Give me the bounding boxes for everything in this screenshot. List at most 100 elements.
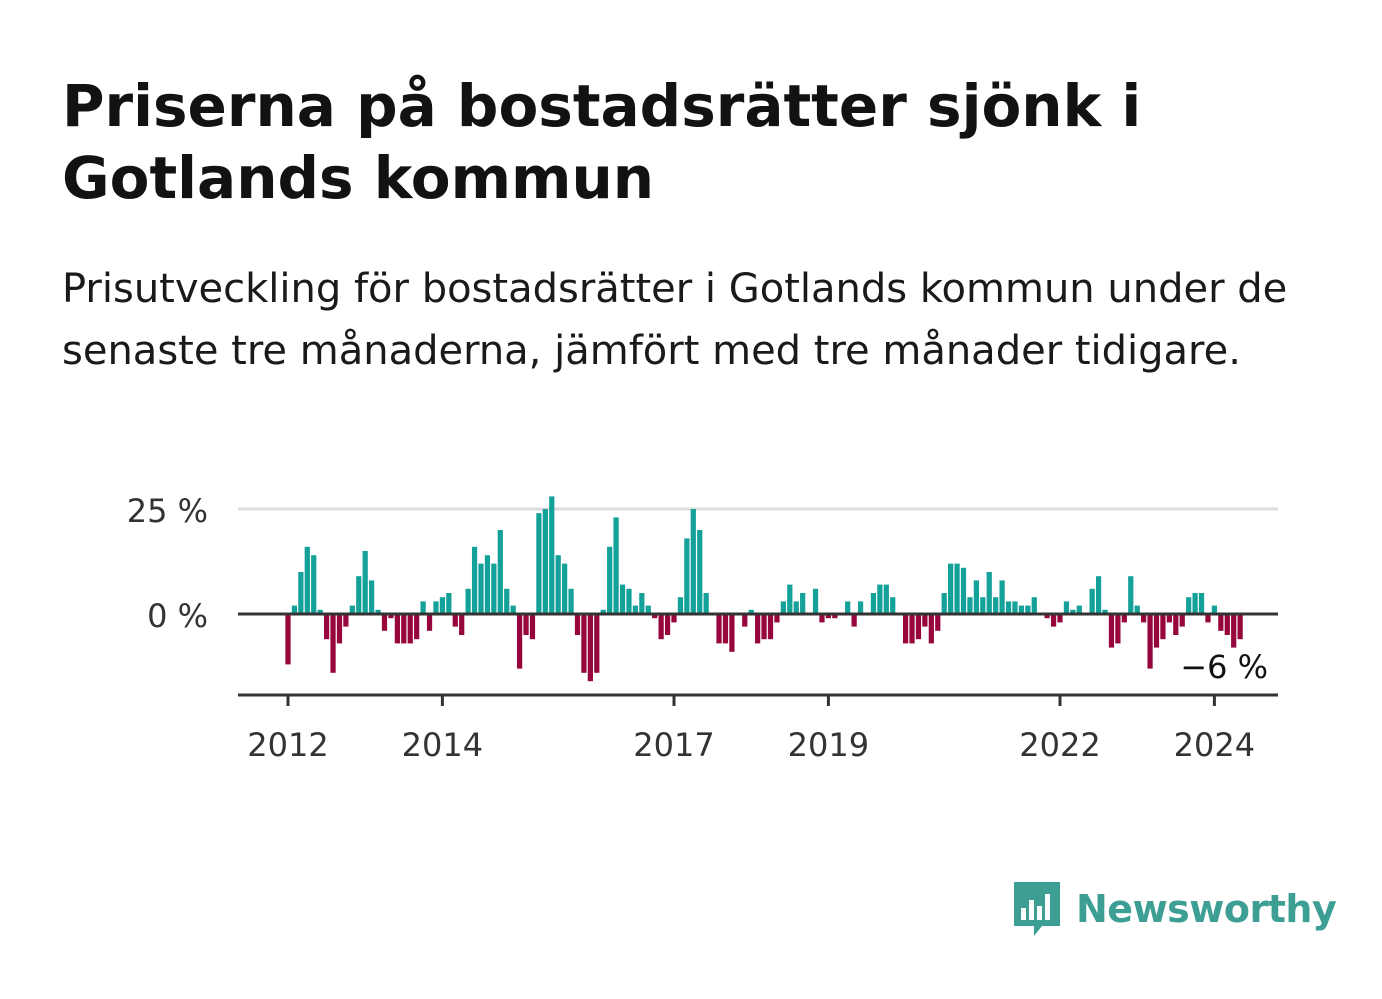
bar bbox=[787, 584, 793, 614]
bar bbox=[619, 584, 626, 614]
bar bbox=[600, 609, 606, 614]
bar bbox=[1115, 614, 1121, 644]
page-subtitle: Prisutveckling för bostadsrätter i Gotla… bbox=[62, 266, 1288, 374]
bar bbox=[1166, 614, 1172, 623]
bar bbox=[349, 605, 355, 614]
bar bbox=[857, 601, 864, 614]
bar bbox=[529, 614, 536, 640]
bar bbox=[1031, 597, 1037, 614]
x-tick-label: 2017 bbox=[633, 726, 714, 764]
bar bbox=[1063, 601, 1070, 614]
bar bbox=[1095, 576, 1102, 614]
bar bbox=[845, 601, 851, 614]
bar bbox=[632, 605, 639, 614]
bar bbox=[722, 614, 729, 644]
bar bbox=[729, 614, 735, 652]
bar bbox=[1134, 605, 1140, 614]
bar bbox=[452, 614, 458, 627]
bar bbox=[1153, 614, 1160, 648]
bar bbox=[388, 614, 394, 619]
bar bbox=[1089, 588, 1095, 614]
price-change-bar-chart: 0 % 25 % 2012 2014 2017 2019 2022 2024 −6 % bbox=[127, 492, 1278, 764]
y-tick-label: 0 % bbox=[147, 597, 208, 635]
bar bbox=[1218, 614, 1224, 631]
bar bbox=[1186, 597, 1192, 614]
bar bbox=[671, 614, 677, 623]
bar bbox=[684, 538, 690, 614]
bar bbox=[323, 614, 330, 640]
bar bbox=[1160, 614, 1166, 640]
x-tick-label: 2022 bbox=[1019, 726, 1100, 764]
bar bbox=[767, 614, 774, 640]
bar bbox=[362, 551, 368, 614]
bar bbox=[298, 572, 304, 614]
bar bbox=[922, 614, 928, 627]
bar bbox=[542, 509, 548, 614]
bar bbox=[902, 614, 909, 644]
bar bbox=[1141, 614, 1147, 623]
bar bbox=[407, 614, 413, 644]
bar bbox=[890, 597, 896, 614]
bar bbox=[478, 563, 484, 614]
bar bbox=[330, 614, 336, 673]
bar bbox=[1005, 601, 1012, 614]
bar bbox=[1057, 614, 1063, 623]
bar bbox=[1147, 614, 1153, 669]
bar bbox=[581, 614, 587, 673]
bar bbox=[851, 614, 857, 627]
bar bbox=[439, 597, 446, 614]
bar bbox=[1231, 614, 1237, 648]
bar bbox=[960, 567, 967, 614]
bar bbox=[1108, 614, 1115, 648]
bar bbox=[555, 555, 561, 614]
bar bbox=[1224, 614, 1230, 635]
bar bbox=[793, 601, 799, 614]
bar bbox=[1102, 609, 1108, 614]
bar bbox=[812, 588, 819, 614]
bar bbox=[980, 597, 986, 614]
x-tick-label: 2024 bbox=[1174, 726, 1255, 764]
brand-name: Newsworthy bbox=[1076, 887, 1337, 931]
bar bbox=[748, 609, 754, 614]
bar bbox=[510, 605, 516, 614]
bar bbox=[504, 588, 510, 614]
bar bbox=[471, 546, 478, 614]
bar bbox=[652, 614, 658, 619]
bar bbox=[677, 597, 684, 614]
bar bbox=[800, 593, 806, 614]
newsworthy-bar-chart-icon bbox=[1014, 882, 1060, 936]
bar bbox=[311, 555, 317, 614]
bar bbox=[626, 588, 632, 614]
labels-layer: 0 % 25 % 2012 2014 2017 2019 2022 2024 −6 % bbox=[127, 492, 1268, 764]
bar bbox=[369, 580, 375, 614]
bar bbox=[986, 572, 992, 614]
bar bbox=[291, 605, 298, 614]
bar bbox=[774, 614, 780, 623]
bar bbox=[935, 614, 941, 631]
bar bbox=[285, 614, 291, 665]
bar bbox=[703, 593, 709, 614]
bar bbox=[465, 588, 471, 614]
bar bbox=[941, 593, 947, 614]
bar bbox=[716, 614, 722, 644]
bar bbox=[562, 563, 568, 614]
bar bbox=[1173, 614, 1179, 635]
bar bbox=[645, 605, 651, 614]
bar bbox=[928, 614, 934, 644]
last-value-label: −6 % bbox=[1180, 648, 1268, 686]
bar bbox=[1076, 605, 1082, 614]
bar bbox=[491, 563, 497, 614]
bar bbox=[317, 609, 323, 614]
bar bbox=[954, 563, 960, 614]
bar bbox=[607, 546, 613, 614]
bar bbox=[433, 601, 439, 614]
newsworthy-logo: Newsworthy bbox=[1010, 878, 1337, 940]
bar bbox=[664, 614, 671, 635]
x-tick-label: 2014 bbox=[402, 726, 483, 764]
axis-layer bbox=[238, 612, 1278, 706]
bar bbox=[587, 614, 593, 682]
bar bbox=[1050, 614, 1057, 627]
y-tick-label: 25 % bbox=[127, 492, 208, 530]
bar bbox=[1211, 605, 1218, 614]
bar bbox=[1012, 601, 1018, 614]
